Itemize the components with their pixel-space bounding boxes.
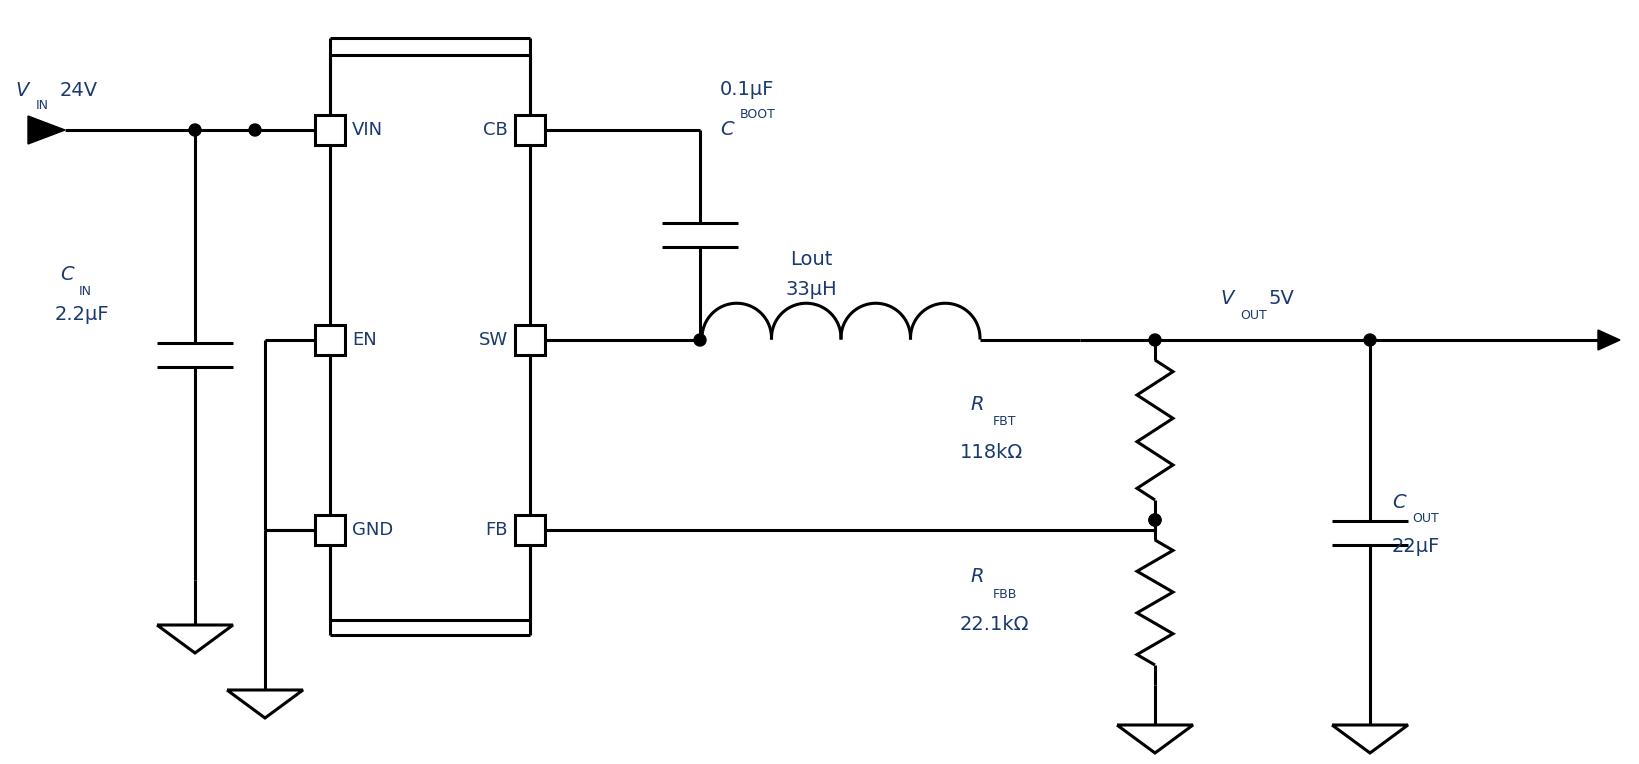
Bar [515, 515, 546, 545]
Text: V: V [15, 81, 28, 100]
Text: FBT: FBT [993, 415, 1016, 428]
Polygon shape [1598, 330, 1619, 350]
Polygon shape [28, 116, 66, 144]
Circle shape [693, 334, 706, 346]
Circle shape [1364, 334, 1377, 346]
Text: FB: FB [485, 521, 508, 539]
Bar [315, 325, 344, 355]
Text: Lout: Lout [790, 250, 833, 269]
Text: GND: GND [352, 521, 393, 539]
Text: C: C [1392, 493, 1406, 512]
Text: 0.1μF: 0.1μF [720, 80, 775, 99]
Text: EN: EN [352, 331, 377, 349]
Text: 33μH: 33μH [785, 280, 838, 299]
Text: OUT: OUT [1413, 513, 1439, 526]
Text: 22μF: 22μF [1392, 538, 1441, 556]
Circle shape [1149, 514, 1160, 526]
Bar [515, 115, 546, 145]
Text: R: R [970, 568, 983, 587]
Bar [315, 515, 344, 545]
Text: IN: IN [79, 285, 92, 298]
Text: IN: IN [36, 99, 49, 112]
Text: OUT: OUT [1241, 309, 1267, 322]
Circle shape [249, 124, 261, 136]
Text: VIN: VIN [352, 121, 384, 139]
Text: C: C [720, 120, 734, 139]
Bar [329, 55, 529, 620]
Text: C: C [61, 265, 74, 284]
Bar [315, 115, 344, 145]
Text: V: V [1219, 289, 1234, 308]
Circle shape [1149, 514, 1160, 526]
Text: R: R [970, 395, 983, 414]
Circle shape [188, 124, 202, 136]
Circle shape [1149, 334, 1160, 346]
Bar [515, 325, 546, 355]
Text: FBB: FBB [993, 588, 1018, 601]
Text: 2.2μF: 2.2μF [56, 305, 110, 324]
Text: 24V: 24V [61, 81, 98, 100]
Text: CB: CB [484, 121, 508, 139]
Text: 118kΩ: 118kΩ [960, 443, 1023, 462]
Text: SW: SW [479, 331, 508, 349]
Text: 5V: 5V [1269, 289, 1293, 308]
Text: 22.1kΩ: 22.1kΩ [960, 616, 1029, 634]
Text: BOOT: BOOT [739, 108, 775, 121]
